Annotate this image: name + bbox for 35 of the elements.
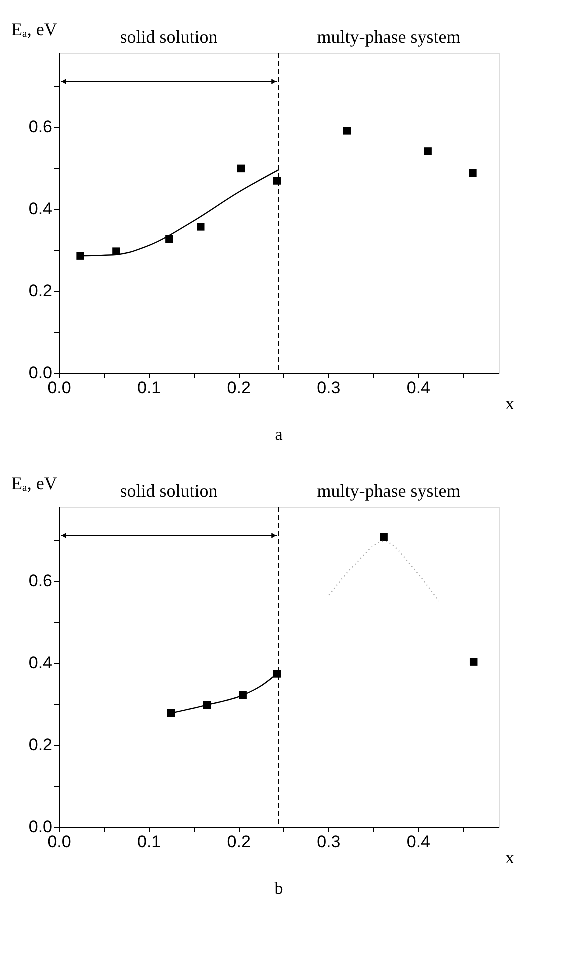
text: a bbox=[275, 425, 284, 444]
point bbox=[237, 164, 246, 173]
x-tick-label: 0.3 bbox=[317, 832, 341, 852]
x-tick-label: 0.1 bbox=[137, 832, 162, 852]
y-axis-title: Eₐ, eV bbox=[12, 20, 58, 40]
y-tick-label: 0.4 bbox=[28, 653, 52, 672]
y-tick-label: 0.2 bbox=[28, 281, 52, 300]
y-axis-title: Eₐ, eV bbox=[12, 474, 58, 494]
x-tick-label: 0.2 bbox=[227, 378, 251, 398]
y-tick-label: 0.4 bbox=[28, 199, 52, 218]
text: multy-phase system bbox=[317, 481, 461, 501]
y-tick-label: 0.6 bbox=[28, 571, 52, 590]
point bbox=[343, 127, 352, 135]
point bbox=[470, 658, 478, 666]
y-tick-label: 0.6 bbox=[28, 117, 52, 136]
x-tick-label: 0.4 bbox=[406, 378, 431, 398]
x-tick-label: 0.4 bbox=[406, 832, 431, 852]
point bbox=[197, 223, 205, 231]
text: solid solution bbox=[120, 27, 218, 47]
text: multy-phase system bbox=[317, 27, 461, 47]
y-tick-label: 0.2 bbox=[28, 735, 52, 754]
point bbox=[469, 169, 477, 178]
point bbox=[76, 252, 84, 260]
point bbox=[380, 533, 388, 542]
point bbox=[424, 148, 432, 156]
text: b bbox=[274, 879, 284, 898]
text: solid solution bbox=[120, 481, 218, 501]
point bbox=[166, 235, 174, 244]
x-axis-title: x bbox=[506, 848, 514, 868]
x-tick-label: 0.3 bbox=[317, 378, 341, 398]
x-axis-title: x bbox=[506, 394, 514, 414]
point bbox=[273, 177, 282, 185]
x-tick-label: 0.1 bbox=[137, 378, 162, 398]
point bbox=[112, 248, 120, 256]
x-tick-label: 0.2 bbox=[227, 832, 251, 852]
